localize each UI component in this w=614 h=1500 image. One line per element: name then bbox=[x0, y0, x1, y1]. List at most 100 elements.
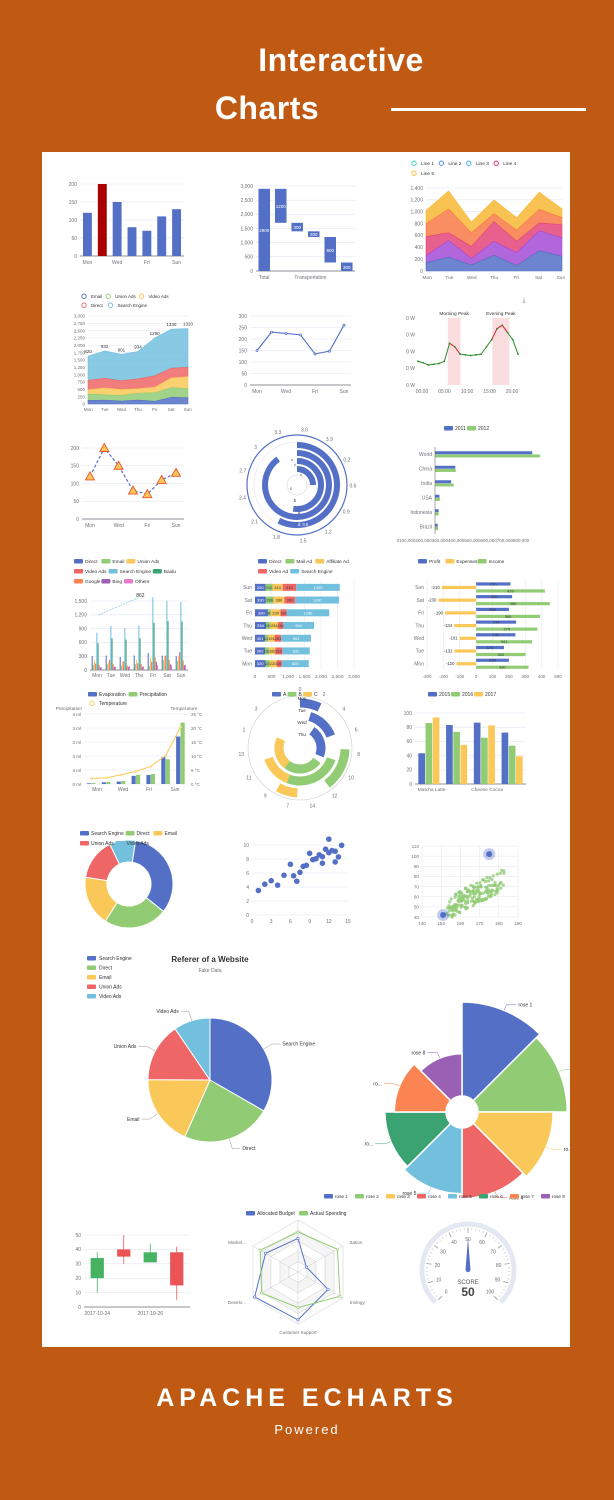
bar[interactable] bbox=[136, 659, 138, 670]
bar[interactable] bbox=[153, 622, 155, 670]
bar[interactable] bbox=[508, 745, 516, 784]
scatter-point[interactable] bbox=[303, 862, 310, 869]
stacked-bar[interactable] bbox=[274, 634, 282, 642]
radar-point[interactable] bbox=[335, 1247, 339, 1251]
scatter-point[interactable] bbox=[485, 885, 489, 889]
stacked-bar[interactable] bbox=[278, 622, 284, 629]
bar[interactable] bbox=[112, 664, 114, 670]
hbar[interactable] bbox=[435, 454, 541, 458]
diverging-bar[interactable] bbox=[456, 662, 477, 666]
scatter-point[interactable] bbox=[466, 896, 470, 900]
bar[interactable] bbox=[99, 667, 101, 670]
scatter-point[interactable] bbox=[319, 860, 326, 866]
scatter-point[interactable] bbox=[493, 892, 497, 897]
chart-scatter[interactable]: 0 2 4 6 8 10 0 3 6 9 12 15 bbox=[243, 836, 351, 925]
chart-donut[interactable]: Search Engine Direct Email Union Ads Video A… bbox=[80, 831, 177, 929]
chart-gradient-area[interactable]: 0 200 400 600 800 1,000 1,200 1,400 Mon Tue Wed Thu… bbox=[410, 160, 565, 281]
chart-candlestick[interactable]: 0 10 20 30 40 50 2017-10-24 2017-10-26 bbox=[75, 1233, 190, 1317]
stacked-bar[interactable] bbox=[286, 609, 330, 617]
bar[interactable] bbox=[119, 656, 121, 670]
bar[interactable] bbox=[127, 227, 137, 256]
hbar[interactable] bbox=[435, 480, 452, 484]
bar[interactable] bbox=[176, 736, 181, 784]
stacked-bar[interactable] bbox=[276, 660, 282, 668]
bar[interactable] bbox=[124, 628, 126, 670]
stacked-bar[interactable] bbox=[273, 596, 285, 604]
scatter-point[interactable] bbox=[485, 875, 489, 880]
scatter-point[interactable] bbox=[481, 898, 485, 903]
bar[interactable] bbox=[115, 666, 117, 670]
stacked-bar[interactable] bbox=[267, 609, 271, 617]
bar[interactable] bbox=[129, 666, 131, 670]
scatter-point[interactable] bbox=[468, 892, 472, 896]
stacked-bar[interactable] bbox=[255, 660, 266, 668]
scatter-point[interactable] bbox=[479, 884, 483, 889]
scatter-point[interactable] bbox=[471, 904, 475, 908]
data-point[interactable] bbox=[149, 765, 153, 768]
chart-bar-line-mixed[interactable]: 0 ml 0 °C 3 ml 5 °C 3 ml 10 °C 3 ml 15 °C 3 ml 20… bbox=[56, 692, 203, 793]
stacked-bar[interactable] bbox=[255, 596, 266, 604]
scatter-point[interactable] bbox=[268, 877, 274, 884]
scatter-point[interactable] bbox=[262, 881, 268, 887]
polar-stacked-bar[interactable] bbox=[280, 756, 336, 786]
bar[interactable] bbox=[137, 663, 139, 670]
bar[interactable] bbox=[98, 664, 100, 670]
diverging-bar[interactable] bbox=[476, 627, 538, 631]
scatter-point[interactable] bbox=[458, 910, 462, 915]
scatter-point[interactable] bbox=[465, 906, 470, 910]
rose-petal[interactable] bbox=[384, 1111, 452, 1168]
hbar[interactable] bbox=[435, 451, 533, 455]
stacked-bar[interactable] bbox=[264, 647, 270, 655]
polar-stacked-bar[interactable] bbox=[275, 783, 298, 798]
waterfall-bar[interactable] bbox=[324, 237, 337, 263]
diverging-bar[interactable] bbox=[441, 585, 477, 590]
data-point[interactable] bbox=[179, 725, 182, 729]
hbar[interactable] bbox=[435, 468, 456, 472]
scatter-point[interactable] bbox=[453, 895, 457, 899]
bar[interactable] bbox=[82, 212, 92, 256]
bar[interactable] bbox=[161, 655, 163, 670]
chart-polar-stacked[interactable]: MonTueWedThu02468101214791113135ABC bbox=[239, 687, 361, 810]
chart-height-weight-scatter[interactable]: 40 50 60 70 80 90 100 110 140 150 160 170 180 190 bbox=[411, 844, 522, 926]
diverging-bar[interactable] bbox=[454, 624, 477, 628]
scatter-point[interactable] bbox=[494, 883, 498, 887]
bar[interactable] bbox=[176, 660, 178, 670]
diverging-bar[interactable] bbox=[476, 652, 526, 657]
polar-stacked-bar[interactable] bbox=[324, 748, 350, 788]
stacked-bar[interactable] bbox=[275, 647, 283, 655]
scatter-point[interactable] bbox=[487, 889, 491, 893]
scatter-point[interactable] bbox=[477, 894, 481, 899]
candle-body[interactable] bbox=[90, 1258, 104, 1279]
data-point[interactable] bbox=[474, 353, 477, 356]
bar[interactable] bbox=[169, 664, 171, 670]
bar[interactable] bbox=[139, 638, 141, 670]
bar[interactable] bbox=[150, 657, 152, 670]
scatter-point[interactable] bbox=[473, 901, 477, 905]
chart-waterfall[interactable]: 0 500 1,000 1,500 2,000 2,500 3,000 2900 1200 300… bbox=[240, 184, 355, 281]
stacked-bar[interactable] bbox=[255, 647, 265, 655]
radar-point[interactable] bbox=[258, 1248, 262, 1252]
bar[interactable] bbox=[168, 660, 170, 670]
bar[interactable] bbox=[473, 722, 481, 784]
bar[interactable] bbox=[446, 724, 453, 784]
scatter-point[interactable] bbox=[332, 848, 339, 855]
waterfall-bar[interactable] bbox=[307, 231, 320, 237]
rose-petal[interactable] bbox=[461, 1001, 541, 1102]
scatter-point[interactable] bbox=[448, 900, 452, 904]
radar-point[interactable] bbox=[253, 1295, 257, 1299]
data-point[interactable] bbox=[299, 333, 302, 337]
bar[interactable] bbox=[181, 621, 183, 670]
candle-body[interactable] bbox=[117, 1249, 131, 1257]
scatter-point[interactable] bbox=[456, 898, 460, 902]
data-point[interactable] bbox=[480, 353, 483, 356]
radar-point[interactable] bbox=[296, 1318, 300, 1322]
scatter-point[interactable] bbox=[502, 871, 506, 875]
scatter-point[interactable] bbox=[453, 903, 457, 907]
scatter-point[interactable] bbox=[501, 883, 505, 887]
stacked-bar[interactable] bbox=[284, 596, 296, 604]
scatter-point[interactable] bbox=[255, 887, 262, 894]
scatter-point[interactable] bbox=[481, 891, 485, 895]
rose-petal[interactable] bbox=[472, 1036, 569, 1113]
bar[interactable] bbox=[175, 656, 177, 670]
scatter-point[interactable] bbox=[447, 909, 451, 913]
